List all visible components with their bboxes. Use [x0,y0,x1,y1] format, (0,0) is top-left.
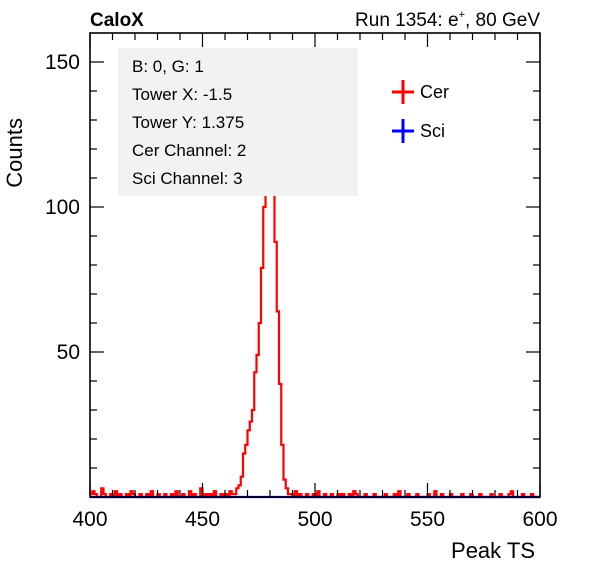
x-tick-label: 550 [410,508,445,531]
legend-entry-sci: Sci [392,119,445,143]
x-tick-label: 500 [297,508,332,531]
y-tick-label: 100 [45,196,80,219]
info-box-background [118,48,358,196]
x-tick-label: 600 [522,508,557,531]
legend: Cer Sci [392,80,449,143]
x-axis-title: Peak TS [451,538,535,563]
legend-marker-cer-icon [392,80,414,104]
header-run-suffix: , 80 GeV [465,10,540,31]
x-tick-label: 400 [72,508,107,531]
info-line-sci-channel: Sci Channel: 3 [132,169,243,188]
legend-label-cer: Cer [420,82,449,102]
x-tick-label: 450 [185,508,220,531]
y-tick-label: 50 [57,341,80,364]
axis-tick-labels: 400 450 500 550 600 50 100 150 [45,51,558,531]
header-run-label: Run 1354: e+, 80 GeV [355,9,540,31]
info-line-board: B: 0, G: 1 [132,57,204,76]
legend-entry-cer: Cer [392,80,449,104]
y-axis-title: Counts [2,118,27,188]
header-left-label: CaloX [90,10,144,31]
header-run-sup: + [459,9,465,21]
info-line-cer-channel: Cer Channel: 2 [132,141,246,160]
header-run-prefix: Run 1354: e [355,10,459,31]
info-line-tower-x: Tower X: -1.5 [132,85,232,104]
info-box: B: 0, G: 1 Tower X: -1.5 Tower Y: 1.375 … [118,48,358,196]
axis-ticks [89,33,541,497]
legend-label-sci: Sci [420,121,445,141]
y-tick-label: 150 [45,51,80,74]
info-line-tower-y: Tower Y: 1.375 [132,113,244,132]
legend-marker-sci-icon [392,119,414,143]
